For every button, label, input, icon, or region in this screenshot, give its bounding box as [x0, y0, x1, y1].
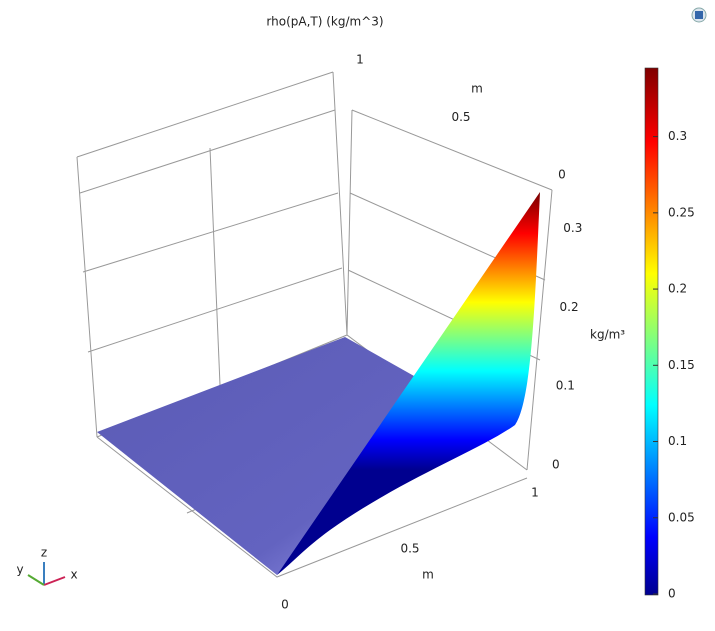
z-axis-label: kg/m³: [590, 328, 625, 342]
y-tick-label: 0.5: [451, 110, 470, 124]
colorbar-tick-label: 0.25: [668, 205, 695, 219]
colorbar-tick-label: 0: [668, 587, 676, 601]
triad-label: x: [70, 568, 77, 582]
z-tick-label: 0.3: [563, 221, 582, 235]
y-tick-label: 0: [558, 168, 566, 182]
colorbar-tick-label: 0.3: [668, 129, 687, 143]
x-tick-label: 1: [531, 486, 539, 500]
surface-flat: [97, 337, 430, 575]
colorbar-tick-label: 0.15: [668, 358, 695, 372]
colorbar: [644, 67, 659, 596]
colorbar-tick-label: 0.05: [668, 510, 695, 524]
x-axis-label: m: [422, 568, 434, 582]
y-axis-label: m: [471, 82, 483, 96]
y-tick-label: 1: [356, 53, 364, 67]
axis-box: [76, 71, 553, 578]
triad-label: z: [41, 546, 47, 560]
triad-label: y: [16, 563, 23, 577]
z-tick-label: 0.1: [556, 379, 575, 393]
surface: [277, 192, 540, 575]
triad: z x y: [16, 546, 78, 586]
toolbar-icon[interactable]: [691, 7, 707, 23]
z-tick-label: 0: [552, 458, 560, 472]
z-tick-label: 0.2: [560, 300, 579, 314]
colorbar-tick-label: 0.2: [668, 282, 687, 296]
colorbar-tick-label: 0.1: [668, 434, 687, 448]
colorbar-gradient: [644, 67, 659, 596]
x-tick-label: 0: [281, 598, 289, 612]
x-tick-label: 0.5: [400, 542, 419, 556]
chart-title: rho(pA,T) (kg/m^3): [266, 15, 383, 29]
